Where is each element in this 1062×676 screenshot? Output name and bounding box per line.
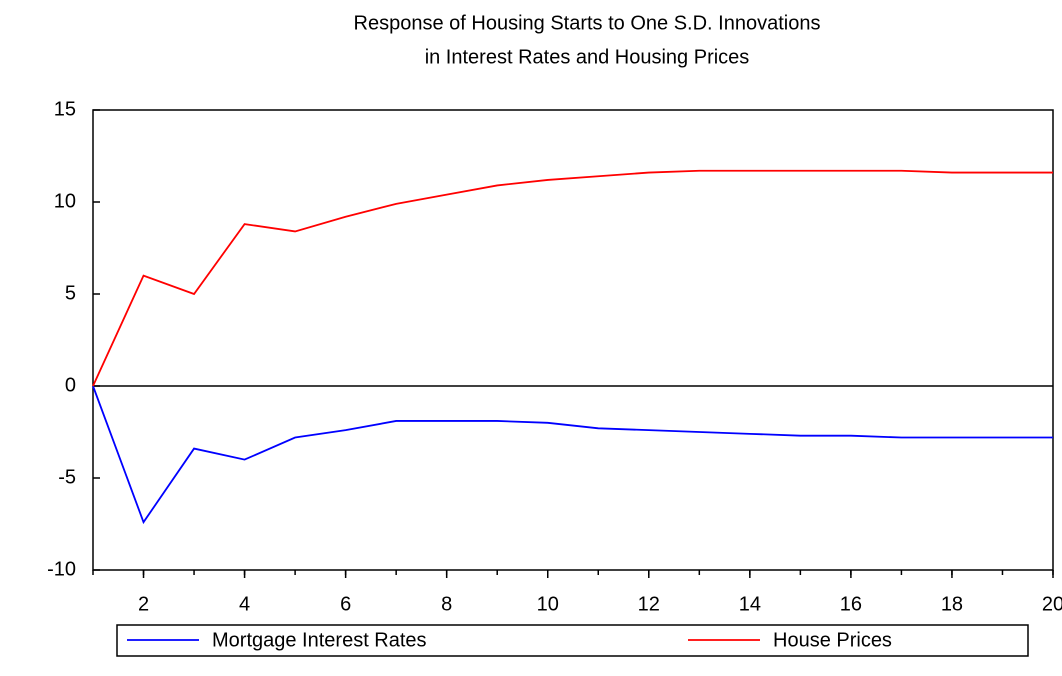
y-tick-label: 10 <box>54 190 76 212</box>
x-tick-label: 8 <box>441 593 452 615</box>
y-tick-label: 0 <box>65 374 76 396</box>
y-tick-label: -5 <box>58 466 76 488</box>
line-series <box>92 385 1053 525</box>
x-tick-label: 14 <box>739 593 761 615</box>
x-tick-label: 16 <box>840 593 862 615</box>
legend-label: House Prices <box>773 629 892 651</box>
y-tick-label: -10 <box>47 558 76 580</box>
plot-frame <box>92 109 1054 571</box>
x-tick-label: 18 <box>941 593 963 615</box>
y-tick-label: 15 <box>54 98 76 120</box>
x-tick-label: 12 <box>638 593 660 615</box>
x-tick-label: 4 <box>239 593 250 615</box>
chart-title: in Interest Rates and Housing Prices <box>425 46 750 68</box>
x-tick-label: 2 <box>138 593 149 615</box>
x-tick-label: 10 <box>537 593 559 615</box>
x-tick-label: 20 <box>1042 593 1062 615</box>
chart-title: Response of Housing Starts to One S.D. I… <box>354 12 821 34</box>
line-series <box>92 169 1053 387</box>
legend-label: Mortgage Interest Rates <box>212 629 427 651</box>
legend-box <box>116 624 1029 657</box>
y-tick-label: 5 <box>65 282 76 304</box>
x-tick-label: 6 <box>340 593 351 615</box>
